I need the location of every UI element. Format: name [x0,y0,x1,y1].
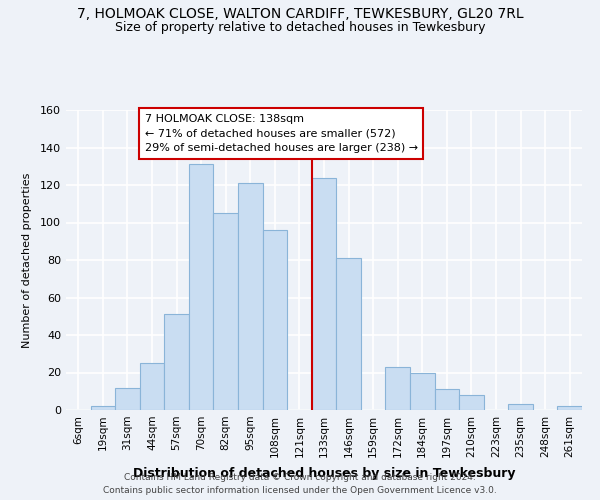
Text: 7, HOLMOAK CLOSE, WALTON CARDIFF, TEWKESBURY, GL20 7RL: 7, HOLMOAK CLOSE, WALTON CARDIFF, TEWKES… [77,8,523,22]
Bar [263,230,287,410]
Text: Size of property relative to detached houses in Tewkesbury: Size of property relative to detached ho… [115,21,485,34]
Bar [312,178,336,410]
Bar [140,363,164,410]
Bar [508,404,533,410]
Bar [434,390,459,410]
Bar [557,406,582,410]
Bar [91,406,115,410]
Bar [214,213,238,410]
Bar [238,183,263,410]
Bar [189,164,214,410]
Bar [164,314,189,410]
Text: 7 HOLMOAK CLOSE: 138sqm
← 71% of detached houses are smaller (572)
29% of semi-d: 7 HOLMOAK CLOSE: 138sqm ← 71% of detache… [145,114,418,154]
Y-axis label: Number of detached properties: Number of detached properties [22,172,32,348]
Bar [410,372,434,410]
Bar [115,388,140,410]
Bar [385,367,410,410]
Text: Distribution of detached houses by size in Tewkesbury: Distribution of detached houses by size … [133,468,515,480]
Text: Contains HM Land Registry data © Crown copyright and database right 2024.
Contai: Contains HM Land Registry data © Crown c… [103,473,497,495]
Bar [336,258,361,410]
Bar [459,395,484,410]
